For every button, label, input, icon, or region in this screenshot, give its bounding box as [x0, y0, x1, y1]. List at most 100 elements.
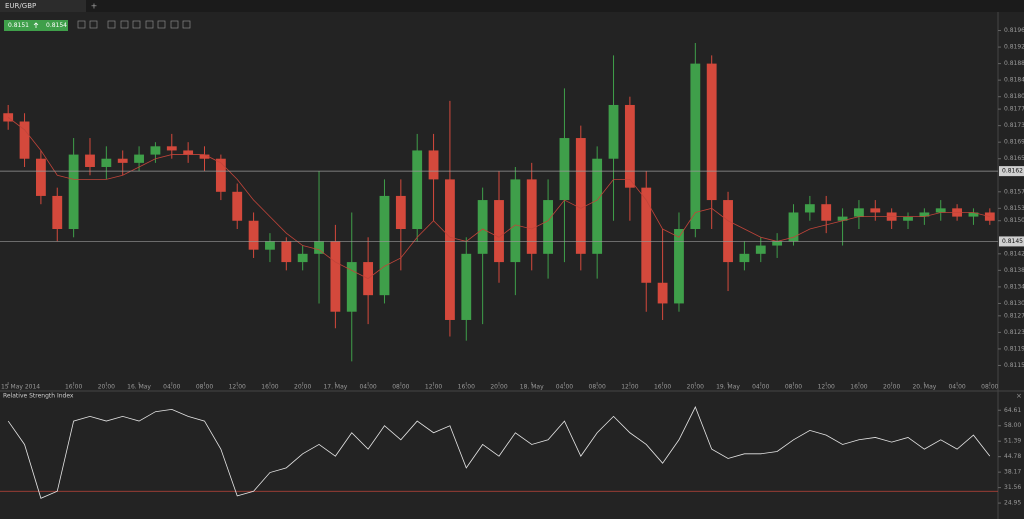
- new-tab[interactable]: +: [91, 2, 98, 11]
- candle-body: [183, 150, 194, 155]
- y-tick-label: 64.61: [1004, 407, 1021, 414]
- candle-body: [772, 241, 783, 246]
- y-tick-label: 0.8173: [1004, 122, 1024, 129]
- candle-body: [395, 195, 406, 230]
- tool[interactable]: [145, 20, 154, 29]
- candle-body: [919, 212, 930, 217]
- x-tick-label: 16:00: [261, 384, 278, 391]
- candle-body: [494, 200, 504, 263]
- zoom-in[interactable]: [77, 20, 86, 29]
- rsi-line: [7, 406, 991, 499]
- candle-body: [330, 241, 341, 312]
- candle-body: [641, 187, 652, 283]
- x-tick-label: 04:00: [948, 384, 965, 391]
- y-tick-label: 0.8169: [1004, 139, 1024, 146]
- y-tick-label: 0.8127: [1004, 312, 1024, 319]
- tool[interactable]: [107, 20, 116, 29]
- candle-body: [461, 253, 472, 320]
- candle-body: [445, 179, 455, 320]
- x-tick-label: 20. May: [912, 384, 936, 391]
- x-tick-label: 20:00: [294, 384, 311, 391]
- x-tick-label: 15 May 2014: [1, 384, 40, 391]
- y-tick-label: 0.8115: [1004, 362, 1024, 369]
- candle-body: [559, 138, 570, 201]
- y-tick-label: 51.39: [1004, 438, 1021, 445]
- y-tick-label: 0.8157: [1004, 188, 1024, 195]
- trend-arrow: [33, 22, 39, 28]
- candle-body: [101, 158, 112, 167]
- candle-body: [117, 158, 128, 163]
- candle-body: [297, 253, 308, 263]
- y-tick-label: 31.56: [1004, 484, 1021, 491]
- zoom-out[interactable]: [89, 20, 98, 29]
- toolbar: [77, 20, 191, 29]
- y-tick-label: 24.95: [1004, 500, 1021, 507]
- bid: 0.8151: [8, 22, 29, 29]
- candle-body: [723, 200, 733, 263]
- candle-body: [265, 241, 275, 250]
- candle-body: [608, 104, 619, 159]
- x-tick-label: 20:00: [98, 384, 115, 391]
- x-tick-label: 12:00: [229, 384, 246, 391]
- candle-body: [215, 158, 226, 192]
- candle-body: [935, 208, 946, 213]
- tool[interactable]: [170, 20, 179, 29]
- price-label-box: [999, 236, 1024, 247]
- candle-body: [68, 154, 79, 230]
- y-tick-label: 0.8180: [1004, 93, 1024, 100]
- candle-body: [690, 63, 701, 230]
- y-tick-label: 44.78: [1004, 453, 1021, 460]
- candle-body: [575, 138, 586, 254]
- candle-body: [134, 154, 144, 163]
- candle-body: [85, 154, 95, 167]
- candle-body: [804, 204, 815, 213]
- tab-bar: [0, 0, 1024, 12]
- close-panel[interactable]: ×: [1016, 392, 1022, 400]
- candle-body: [428, 150, 439, 180]
- candle-body: [379, 195, 390, 296]
- tab-label: EUR/GBP: [5, 2, 36, 10]
- x-tick-label: 18. May: [520, 384, 544, 391]
- tool[interactable]: [132, 20, 141, 29]
- x-tick-label: 16:00: [850, 384, 867, 391]
- tab[interactable]: [0, 0, 86, 12]
- y-tick-label: 0.8153: [1004, 205, 1024, 212]
- candle-body: [510, 179, 521, 263]
- candle-body: [984, 212, 995, 221]
- x-tick-label: 04:00: [752, 384, 769, 391]
- candle-body: [412, 150, 423, 230]
- y-tick-label: 0.8123: [1004, 329, 1024, 336]
- y-tick-label: 38.17: [1004, 469, 1021, 476]
- y-tick-label: 0.8138: [1004, 267, 1024, 274]
- x-tick-label: 20:00: [687, 384, 704, 391]
- x-tick-label: 12:00: [425, 384, 442, 391]
- candle-body: [706, 63, 717, 201]
- x-tick-label: 08:00: [785, 384, 802, 391]
- y-tick-label: 0.8142: [1004, 250, 1024, 257]
- y-tick-label: 0.8184: [1004, 77, 1024, 84]
- y-tick-label: 0.8188: [1004, 60, 1024, 67]
- y-tick-label: 0.8119: [1004, 345, 1024, 352]
- x-tick-label: 12:00: [818, 384, 835, 391]
- tool[interactable]: [182, 20, 191, 29]
- candle-body: [35, 158, 46, 196]
- x-tick-label: 08:00: [392, 384, 409, 391]
- candle-body: [248, 220, 259, 250]
- price-label: 0.8162: [1002, 168, 1023, 175]
- x-tick-label: 20:00: [490, 384, 507, 391]
- x-tick-label: 04:00: [163, 384, 180, 391]
- y-tick-label: 0.8165: [1004, 155, 1024, 162]
- x-tick-label: 19. May: [716, 384, 740, 391]
- candle-body: [199, 154, 210, 159]
- x-tick-label: 16:00: [458, 384, 475, 391]
- y-tick-label: 0.8134: [1004, 283, 1024, 290]
- candle-body: [870, 208, 881, 213]
- tool[interactable]: [120, 20, 129, 29]
- tool[interactable]: [157, 20, 166, 29]
- candle-body: [624, 104, 635, 188]
- candle-body: [903, 216, 913, 221]
- x-tick-label: 16:00: [654, 384, 671, 391]
- candle-body: [19, 121, 30, 159]
